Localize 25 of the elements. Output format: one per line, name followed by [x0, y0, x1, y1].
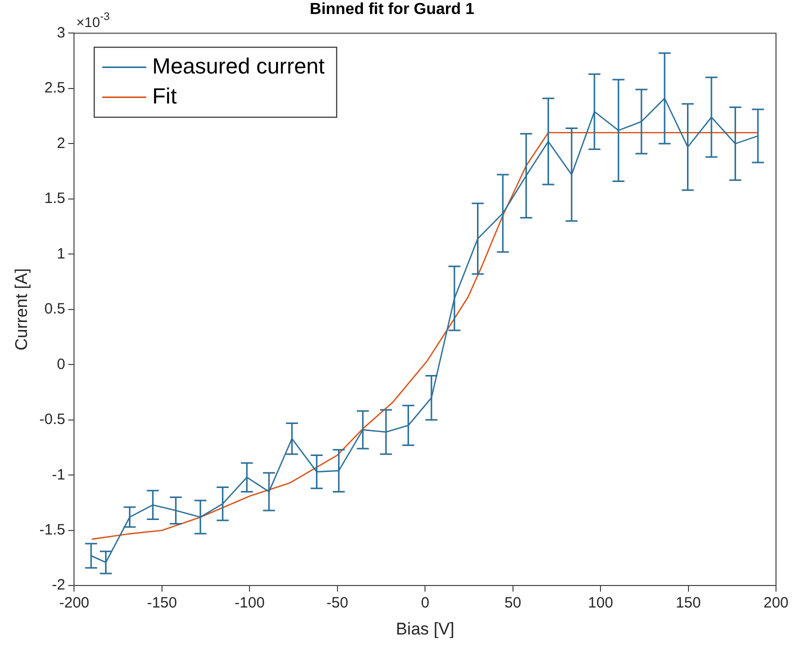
- x-axis-title: Bias [V]: [396, 619, 454, 638]
- y-tick-label: 1.5: [44, 190, 66, 208]
- chart-title: Binned fit for Guard 1: [310, 1, 474, 18]
- y-tick-label: 1: [56, 245, 66, 262]
- y-tick-label: -1: [52, 466, 66, 484]
- x-tick-label: -50: [326, 594, 348, 612]
- y-axis-title: Current [A]: [12, 268, 31, 350]
- y-tick-label: -0.5: [39, 411, 66, 428]
- x-tick-label: -200: [59, 594, 90, 612]
- x-tick-label: -150: [146, 594, 177, 612]
- y-tick-label: 0: [56, 356, 66, 373]
- legend-label: Measured current: [152, 53, 325, 78]
- x-tick-label: 150: [676, 594, 701, 612]
- x-tick-label: 50: [504, 594, 522, 612]
- y-tick-label: -1.5: [39, 522, 66, 538]
- y-tick-label: 2: [56, 134, 66, 152]
- y-tick-label: 2.5: [44, 80, 66, 97]
- x-tick-label: 200: [763, 594, 789, 612]
- x-tick-label: 100: [588, 594, 614, 612]
- y-tick-label: 0.5: [44, 300, 66, 318]
- x-tick-label: 0: [420, 594, 430, 612]
- y-tick-label: -2: [52, 576, 66, 594]
- legend-label: Fit: [152, 83, 177, 108]
- x-tick-label: -100: [234, 594, 265, 612]
- y-tick-label: 3: [56, 24, 66, 42]
